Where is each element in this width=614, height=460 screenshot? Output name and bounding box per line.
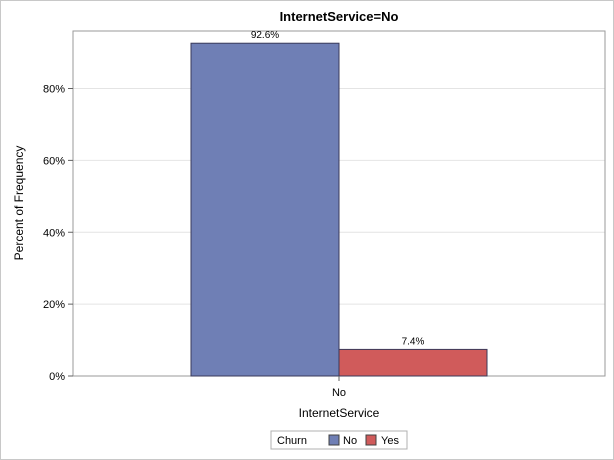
x-axis-label: InternetService [299, 406, 380, 420]
legend-label-yes: Yes [381, 435, 399, 447]
y-axis-label: Percent of Frequency [12, 146, 26, 261]
legend: Churn No Yes [270, 430, 408, 450]
data-label-no: 92.6% [251, 30, 279, 41]
chart-title: InternetService=No [280, 9, 399, 24]
bar-no [190, 42, 340, 377]
legend-swatch-no [328, 434, 340, 446]
y-tick-label: 20% [43, 299, 65, 311]
y-tick-label: 40% [43, 227, 65, 239]
legend-swatch-yes [365, 434, 377, 446]
x-axis-ticks: No [332, 376, 346, 399]
legend-title: Churn [277, 435, 307, 447]
legend-label-no: No [343, 435, 357, 447]
data-label-yes: 7.4% [402, 336, 425, 347]
y-tick-label: 0% [49, 371, 65, 383]
bar-yes [338, 348, 488, 377]
y-tick-label: 60% [43, 155, 65, 167]
x-tick-label: No [332, 387, 346, 399]
bars: 92.6% 7.4% [190, 30, 488, 377]
y-tick-label: 80% [43, 84, 65, 96]
y-axis-ticks: 0% 20% 40% 60% 80% [43, 84, 73, 383]
